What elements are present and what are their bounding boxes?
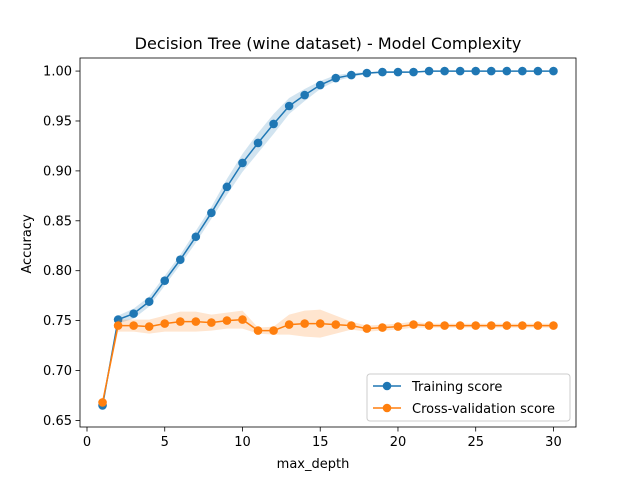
data-point [113, 315, 123, 324]
data-point [362, 324, 372, 333]
data-point [393, 322, 403, 331]
data-point [486, 321, 496, 330]
data-point [238, 315, 247, 324]
y-axis-label: Accuracy [20, 214, 35, 274]
plot-area [98, 66, 558, 410]
data-point [502, 321, 512, 330]
data-point [238, 158, 247, 168]
data-point [549, 321, 558, 330]
data-point [471, 66, 481, 76]
data-point [207, 318, 216, 327]
data-point [269, 119, 278, 129]
data-point [284, 320, 294, 329]
legend-box [366, 373, 571, 422]
y-tick-label: 0.90 [43, 164, 72, 179]
y-tick-label: 0.75 [43, 314, 72, 329]
x-tick-label: 0 [83, 435, 91, 450]
data-point [378, 67, 387, 77]
y-tick-label: 0.70 [43, 364, 72, 379]
data-point [113, 321, 123, 330]
x-tick-label: 30 [545, 435, 562, 450]
data-point [486, 66, 496, 76]
legend: Training score Cross-validation score [366, 373, 571, 422]
data-point [160, 276, 170, 285]
y-tick-label: 1.00 [43, 65, 72, 80]
std-band [102, 71, 554, 408]
data-point [424, 321, 434, 330]
data-point [393, 67, 403, 77]
data-point [144, 297, 154, 306]
data-point [362, 68, 372, 78]
x-tick-label: 25 [467, 435, 484, 450]
data-point [331, 73, 341, 83]
data-point [440, 321, 449, 330]
data-point [347, 321, 356, 330]
data-point [175, 317, 185, 326]
data-point [284, 101, 294, 111]
axes-frame [79, 57, 577, 428]
series-training [98, 66, 558, 410]
data-point [455, 66, 465, 76]
data-point [518, 321, 527, 330]
data-point [347, 70, 356, 80]
data-point [502, 66, 512, 76]
legend-marker [382, 403, 392, 413]
y-tick-label: 0.65 [43, 414, 72, 429]
series-line [101, 70, 554, 406]
x-tick-label: 10 [234, 435, 251, 450]
data-point [253, 138, 263, 148]
y-tick-label: 0.80 [43, 264, 72, 279]
data-point [300, 319, 309, 328]
data-point [409, 320, 418, 329]
legend-marker [382, 381, 392, 391]
data-point [471, 321, 481, 330]
data-point [144, 322, 154, 331]
data-point [269, 326, 278, 335]
data-point [549, 66, 558, 76]
legend-entry: Training score [373, 380, 502, 395]
data-point [129, 309, 138, 318]
data-point [533, 66, 543, 76]
x-axis-label: max_depth [277, 457, 350, 472]
legend-entry: Cross-validation score [373, 402, 555, 417]
y-tick-label: 0.95 [43, 114, 72, 129]
x-tick-label: 15 [312, 435, 329, 450]
x-tick-label: 5 [161, 435, 169, 450]
data-point [455, 321, 465, 330]
data-point [207, 208, 216, 218]
data-point [518, 66, 527, 76]
data-point [300, 90, 309, 100]
data-point [533, 321, 543, 330]
data-point [409, 67, 418, 77]
data-point [315, 80, 325, 90]
data-point [222, 316, 232, 325]
data-point [331, 320, 341, 329]
series-cross-validation [98, 309, 558, 407]
data-point [160, 319, 170, 328]
data-point [191, 317, 201, 326]
data-point [253, 326, 263, 335]
legend-label: Cross-validation score [412, 402, 555, 417]
chart-title: Decision Tree (wine dataset) - Model Com… [135, 34, 522, 53]
data-point [191, 232, 201, 242]
data-point [175, 255, 185, 265]
data-point [98, 398, 107, 407]
data-point [440, 66, 449, 76]
y-tick-label: 0.85 [43, 214, 72, 229]
legend-label: Training score [411, 380, 502, 395]
data-point [315, 319, 325, 328]
axes: 0 5 10 15 20 25 30 0.65 0.70 0.75 0.80 0.85 0.90 0.95… [43, 57, 577, 450]
data-point [129, 321, 138, 330]
x-tick-label: 20 [390, 435, 407, 450]
data-point [222, 182, 232, 192]
data-point [424, 66, 434, 76]
std-band [102, 309, 554, 405]
data-point [378, 323, 387, 332]
